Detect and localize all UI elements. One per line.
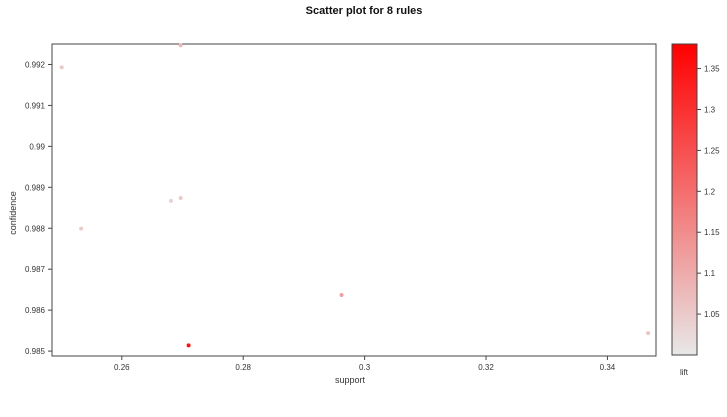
scatter-point xyxy=(178,195,183,200)
color-scale-bar xyxy=(671,43,698,356)
scatter-point xyxy=(186,343,191,348)
x-tick-label: 0.3 xyxy=(359,363,371,372)
y-tick-label: 0.988 xyxy=(25,224,46,233)
scatter-point xyxy=(59,65,64,70)
y-tick-label: 0.989 xyxy=(25,183,46,192)
y-tick-label: 0.987 xyxy=(25,265,46,274)
y-axis: 0.985 0.986 0.987 0.988 0.989 0.99 0.991 0.992 xyxy=(25,60,52,356)
color-scale-tick-label: 1.1 xyxy=(704,269,716,278)
color-scale-tick-label: 1.35 xyxy=(704,65,720,74)
color-scale-tick-label: 1.3 xyxy=(704,105,716,114)
y-tick-label: 0.99 xyxy=(29,142,45,151)
color-scale-tick-label: 1.25 xyxy=(704,146,720,155)
x-axis: 0.26 0.28 0.3 0.32 0.34 xyxy=(114,356,616,372)
color-scale-tick-label: 1.05 xyxy=(704,310,720,319)
x-tick-label: 0.32 xyxy=(478,363,494,372)
x-tick-label: 0.28 xyxy=(235,363,251,372)
color-scale-label: lift xyxy=(680,368,689,377)
y-axis-label: confidence xyxy=(8,191,18,235)
y-tick-label: 0.991 xyxy=(25,101,46,110)
x-tick-label: 0.26 xyxy=(114,363,130,372)
scatter-point xyxy=(79,226,84,231)
y-tick-label: 0.985 xyxy=(25,347,46,356)
scatter-point xyxy=(168,198,173,203)
y-tick-label: 0.992 xyxy=(25,60,46,69)
chart-title: Scatter plot for 8 rules xyxy=(306,5,423,17)
x-tick-label: 0.34 xyxy=(600,363,616,372)
data-points xyxy=(59,43,651,348)
x-axis-label: support xyxy=(335,375,366,385)
color-scale-tick-label: 1.15 xyxy=(704,228,720,237)
y-tick-label: 0.986 xyxy=(25,306,46,315)
color-scale-tick-label: 1.2 xyxy=(704,187,716,196)
color-scale-ticks: 1.05 1.1 1.15 1.2 1.25 1.3 1.35 xyxy=(697,65,720,319)
scatter-point xyxy=(646,331,651,336)
plot-frame xyxy=(51,43,657,357)
scatter-point xyxy=(339,292,344,297)
scatter-point xyxy=(178,43,183,48)
